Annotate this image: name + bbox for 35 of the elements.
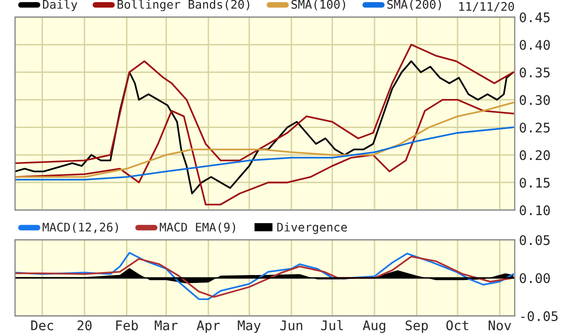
x-tick-label: Jun <box>280 320 302 330</box>
x-tick-label: Mar <box>154 320 178 330</box>
x-tick-label: Nov <box>488 320 512 330</box>
x-tick-label: Feb <box>116 320 138 330</box>
x-tick-label: Jul <box>321 320 343 330</box>
legend-label: SMA(200) <box>387 0 441 10</box>
legend-label: MACD EMA(9) <box>160 222 236 233</box>
x-tick-label: Apr <box>196 320 220 333</box>
x-tick-label: May <box>238 320 261 333</box>
line-series <box>15 126 514 181</box>
y-tick-label: 0.05 <box>520 235 550 246</box>
x-tick-label: Oct <box>446 320 468 330</box>
y-tick-label: 0.30 <box>520 95 550 106</box>
x-tick-label: 20 <box>78 320 92 330</box>
line-series <box>15 44 514 164</box>
y-tick-label: 0.15 <box>520 178 550 188</box>
x-tick-label: Sep <box>406 320 428 333</box>
y-tick-label: 0.20 <box>520 150 550 160</box>
text: 11/11/20 <box>459 2 514 12</box>
y-tick-label: 0.00 <box>520 273 550 284</box>
y-tick-label: -0.05 <box>521 311 558 322</box>
legend-label: SMA(100) <box>292 0 346 10</box>
legend-label: Divergence <box>277 222 347 234</box>
x-tick-label: Dec <box>31 320 54 330</box>
legend-label: MACD(12,26) <box>42 222 118 234</box>
legend-label: Daily <box>42 0 78 12</box>
legend-label: Bollinger Bands(20) <box>118 0 250 12</box>
line-series <box>15 60 514 194</box>
x-tick-label: Aug <box>362 320 386 333</box>
y-tick-label: 0.10 <box>520 205 550 216</box>
y-tick-label: 0.40 <box>520 40 550 50</box>
y-tick-label: 0.35 <box>520 67 550 78</box>
line-series <box>15 102 514 178</box>
y-tick-label: 0.25 <box>520 122 550 133</box>
y-tick-label: 0.45 <box>520 12 550 22</box>
